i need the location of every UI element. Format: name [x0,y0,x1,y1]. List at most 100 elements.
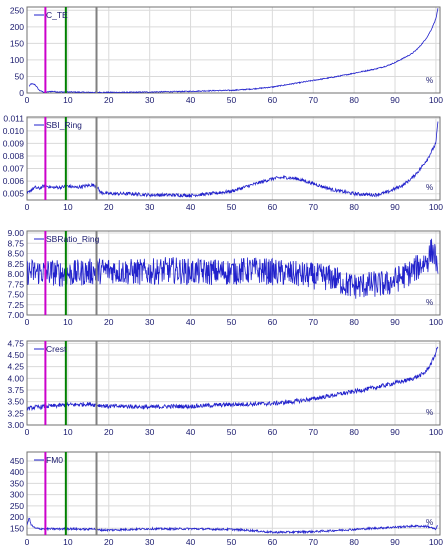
x-tick-label: 60 [268,95,278,105]
y-tick-label: 450 [10,456,24,466]
x-tick-label: 90 [390,427,400,437]
y-tick-label: 9.00 [7,228,24,238]
x-tick-label: 40 [186,317,196,327]
x-tick-label: 90 [390,95,400,105]
y-tick-label: 4.25 [7,362,24,372]
y-tick-label: 4.75 [7,338,24,348]
x-tick-label: 80 [349,95,359,105]
x-tick-label: 60 [268,537,278,547]
x-tick-label: 20 [104,537,114,547]
y-tick-label: 200 [10,22,24,32]
x-tick-label: 70 [309,202,319,212]
x-tick-label: 50 [227,537,237,547]
chart-panel-sbi-ring: 0 10 20 30 40 50 60 70 80 90 100 0.005 0.006 0.007 0.0… [3,113,444,212]
y-tick-label: 8.75 [7,238,24,248]
plot-frame [26,340,441,426]
legend-label: C_TE [46,10,68,20]
x-tick-label: 70 [309,537,319,547]
y-tick-label: 8.00 [7,269,24,279]
x-tick-label: 80 [349,202,359,212]
x-tick-label: 10 [63,95,73,105]
y-tick-label: 0.007 [3,164,25,174]
y-tick-label: 3.00 [7,420,24,430]
x-tick-label: 10 [63,202,73,212]
x-tick-label: 40 [186,95,196,105]
y-tick-label: 250 [10,5,24,15]
y-tick-label: 7.75 [7,279,24,289]
y-tick-label: 0.011 [3,113,24,123]
x-tick-label: 20 [104,317,114,327]
x-tick-label: 60 [268,427,278,437]
plot-frame [26,116,441,201]
series-line [27,121,439,199]
x-tick-label: 50 [227,427,237,437]
x-tick-label: 30 [145,95,155,105]
y-tick-label: 7.25 [7,300,24,310]
y-tick-label: 8.25 [7,259,24,269]
x-tick-label: 20 [104,95,114,105]
x-unit-label: % [426,518,433,527]
y-tick-label: 3.25 [7,408,24,418]
x-tick-label: 60 [268,317,278,327]
y-tick-label: 3.50 [7,397,24,407]
x-tick-label: 0 [25,537,30,547]
x-tick-label: 70 [309,427,319,437]
x-tick-label: 30 [145,427,155,437]
x-tick-label: 90 [390,317,400,327]
legend-label: FM0 [46,455,63,465]
y-tick-label: 7.00 [7,310,24,320]
x-tick-label: 50 [227,317,237,327]
x-tick-label: 40 [186,537,196,547]
x-unit-label: % [426,298,433,307]
x-tick-label: 100 [429,537,443,547]
y-tick-label: 400 [10,467,24,477]
y-tick-label: 0.009 [3,138,25,148]
y-tick-label: 4.50 [7,350,24,360]
y-tick-label: 100 [10,55,24,65]
x-tick-label: 40 [186,427,196,437]
y-tick-label: 0.006 [3,176,25,186]
x-unit-label: % [426,183,433,192]
x-tick-label: 10 [63,317,73,327]
x-tick-label: 100 [429,95,443,105]
chart-panel-crest: 0 10 20 30 40 50 60 70 80 90 100 3.00 3.253.50 3.75 4.… [7,338,443,437]
x-tick-label: 100 [429,202,443,212]
x-tick-label: 70 [309,95,319,105]
x-tick-label: 80 [349,317,359,327]
x-tick-label: 100 [429,427,443,437]
y-tick-label: 0.008 [3,151,25,161]
series-line [28,8,439,93]
x-tick-label: 10 [63,427,73,437]
x-tick-label: 30 [145,202,155,212]
x-tick-label: 20 [104,202,114,212]
x-tick-label: 40 [186,202,196,212]
x-tick-label: 80 [349,427,359,437]
y-tick-label: 200 [10,512,24,522]
chart-panel-sbratio-ring: 0 10 20 30 40 50 60 70 80 90 1007.007.257.507.758.… [7,228,443,327]
legend-label: Crest [46,344,67,354]
plot-frame [26,6,441,94]
x-unit-label: % [426,408,433,417]
plot-frame [26,230,441,316]
x-tick-label: 80 [349,537,359,547]
legend-label: SBI_Ring [46,120,82,130]
y-tick-label: 250 [10,501,24,511]
y-tick-label: 150 [10,523,24,533]
x-tick-label: 0 [25,202,30,212]
x-tick-label: 0 [25,95,30,105]
chart-panel-c-te: 0 10 20 30 40 50 60 70 80 90 100 0 50 100 150 200 250 C_T… [10,5,443,105]
y-tick-label: 0.005 [3,189,25,199]
x-tick-label: 90 [390,537,400,547]
series-line [27,346,439,412]
x-unit-label: % [426,76,433,85]
x-tick-label: 60 [268,202,278,212]
y-tick-label: 350 [10,478,24,488]
x-tick-label: 30 [145,537,155,547]
y-tick-label: 8.50 [7,249,24,259]
x-tick-label: 0 [25,427,30,437]
x-tick-label: 50 [227,95,237,105]
y-tick-label: 0 [19,88,24,98]
y-tick-label: 4.00 [7,373,24,383]
